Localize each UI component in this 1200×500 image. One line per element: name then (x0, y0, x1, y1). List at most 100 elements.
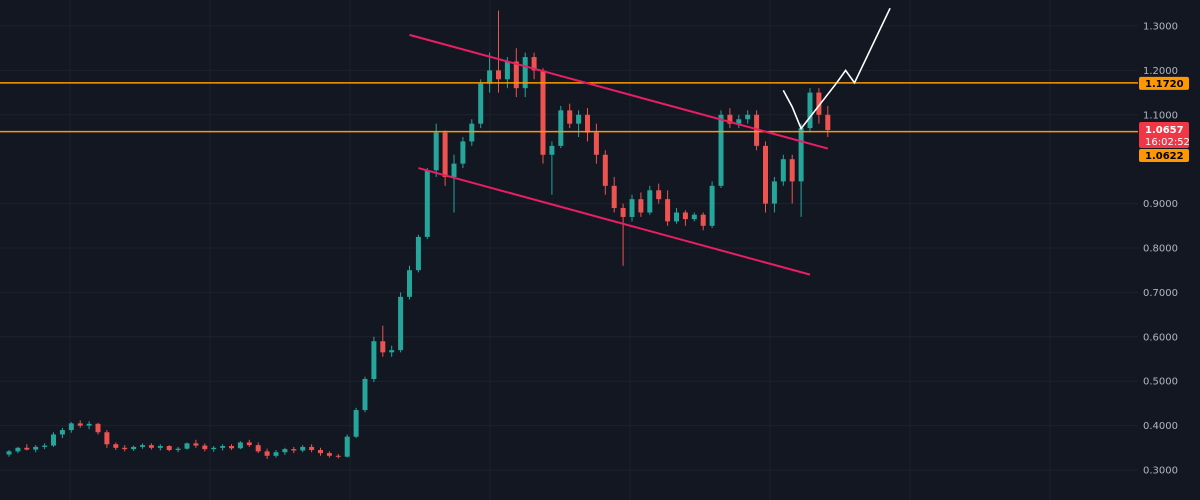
trendline-channel-upper[interactable] (409, 33, 829, 150)
candle-up (237, 442, 243, 449)
candle-down (763, 145, 768, 204)
y-tick-label: 1.2000 (1143, 66, 1178, 77)
candle-down (202, 445, 208, 450)
candle-down (246, 442, 252, 446)
candle-up (415, 236, 421, 271)
candle-up (798, 128, 804, 182)
candle-up (647, 190, 653, 213)
candle-up (674, 212, 679, 222)
candles (6, 10, 831, 459)
candle-down (567, 110, 573, 124)
candle-up (6, 451, 12, 455)
candle-up (220, 446, 226, 448)
y-tick-label: 1.3000 (1143, 22, 1178, 33)
candle-down (540, 70, 546, 155)
trendline-channel-lower[interactable] (418, 167, 811, 276)
support-tag-label: 1.0622 (1145, 151, 1184, 162)
candle-up (184, 443, 190, 449)
candle-down (148, 445, 154, 448)
candle-down (789, 159, 795, 182)
y-tick-label: 0.9000 (1143, 199, 1178, 210)
candle-up (460, 141, 466, 164)
candle-up (407, 270, 412, 297)
candle-down (24, 447, 30, 450)
candle-up (487, 70, 493, 84)
candle-up (771, 181, 777, 204)
candle-down (602, 154, 608, 186)
y-tick-label: 0.7000 (1143, 288, 1178, 299)
candle-down (264, 451, 270, 456)
current-price-tag (1139, 122, 1189, 149)
candle-down (656, 190, 662, 200)
candle-up (42, 445, 48, 447)
candle-up (549, 145, 555, 155)
candle-down (229, 446, 234, 449)
candle-down (585, 114, 590, 133)
candle-down (291, 449, 297, 451)
candle-up (709, 185, 715, 226)
candle-down (113, 444, 119, 448)
candle-down (496, 70, 501, 80)
y-tick-label: 0.8000 (1143, 244, 1178, 255)
candle-down (531, 57, 537, 71)
candle-up (780, 159, 786, 182)
resistance-tag-box (1139, 76, 1189, 90)
candle-down (682, 212, 688, 220)
candle-up (629, 199, 635, 217)
candle-down (638, 199, 644, 213)
candle-up (522, 57, 528, 89)
candle-up (15, 447, 21, 452)
candle-down (309, 446, 315, 451)
candle-up (344, 436, 350, 457)
candle-up (175, 448, 181, 451)
drawings[interactable] (0, 7, 1138, 276)
candle-up (807, 92, 813, 129)
candle-down (700, 214, 706, 226)
candle-down (318, 450, 323, 454)
candle-down (122, 447, 128, 450)
candle-down (255, 445, 261, 452)
candle-down (380, 341, 386, 353)
y-tick-label: 0.4000 (1143, 421, 1178, 432)
candle-up (424, 170, 430, 237)
candle-down (193, 443, 199, 446)
current-price-label: 1.0657 (1145, 125, 1184, 136)
candle-down (825, 114, 831, 131)
candle-up (576, 114, 582, 124)
candle-up (353, 410, 359, 437)
candle-up (140, 445, 145, 447)
candle-up (398, 296, 404, 351)
candle-down (95, 423, 101, 433)
countdown-label: 16:02:52 (1145, 137, 1190, 148)
candle-up (51, 434, 56, 446)
candle-up (157, 446, 163, 448)
candle-down (620, 208, 626, 217)
candle-down (442, 132, 448, 177)
projection-path[interactable] (782, 7, 891, 131)
y-tick-label: 1.1000 (1143, 110, 1178, 121)
candle-down (166, 446, 172, 451)
candle-up (33, 446, 39, 450)
candle-down (513, 61, 519, 89)
candle-down (104, 432, 110, 445)
candle-up (736, 119, 742, 124)
price-axis[interactable]: 1.3000 1.2000 1.1000 0.9000 0.8000 0.7000 0.60… (1143, 22, 1178, 477)
candle-down (335, 455, 341, 457)
candle-down (816, 92, 822, 115)
y-tick-label: 0.6000 (1143, 332, 1178, 343)
candle-up (389, 350, 395, 353)
candle-up (478, 83, 484, 124)
candle-up (469, 123, 475, 142)
candle-up (362, 378, 368, 411)
candle-up (504, 61, 510, 80)
candle-up (273, 452, 279, 456)
candle-down (754, 114, 760, 146)
candle-up (745, 114, 751, 120)
candle-up (211, 447, 217, 450)
candle-up (86, 423, 92, 426)
candle-down (665, 199, 671, 222)
